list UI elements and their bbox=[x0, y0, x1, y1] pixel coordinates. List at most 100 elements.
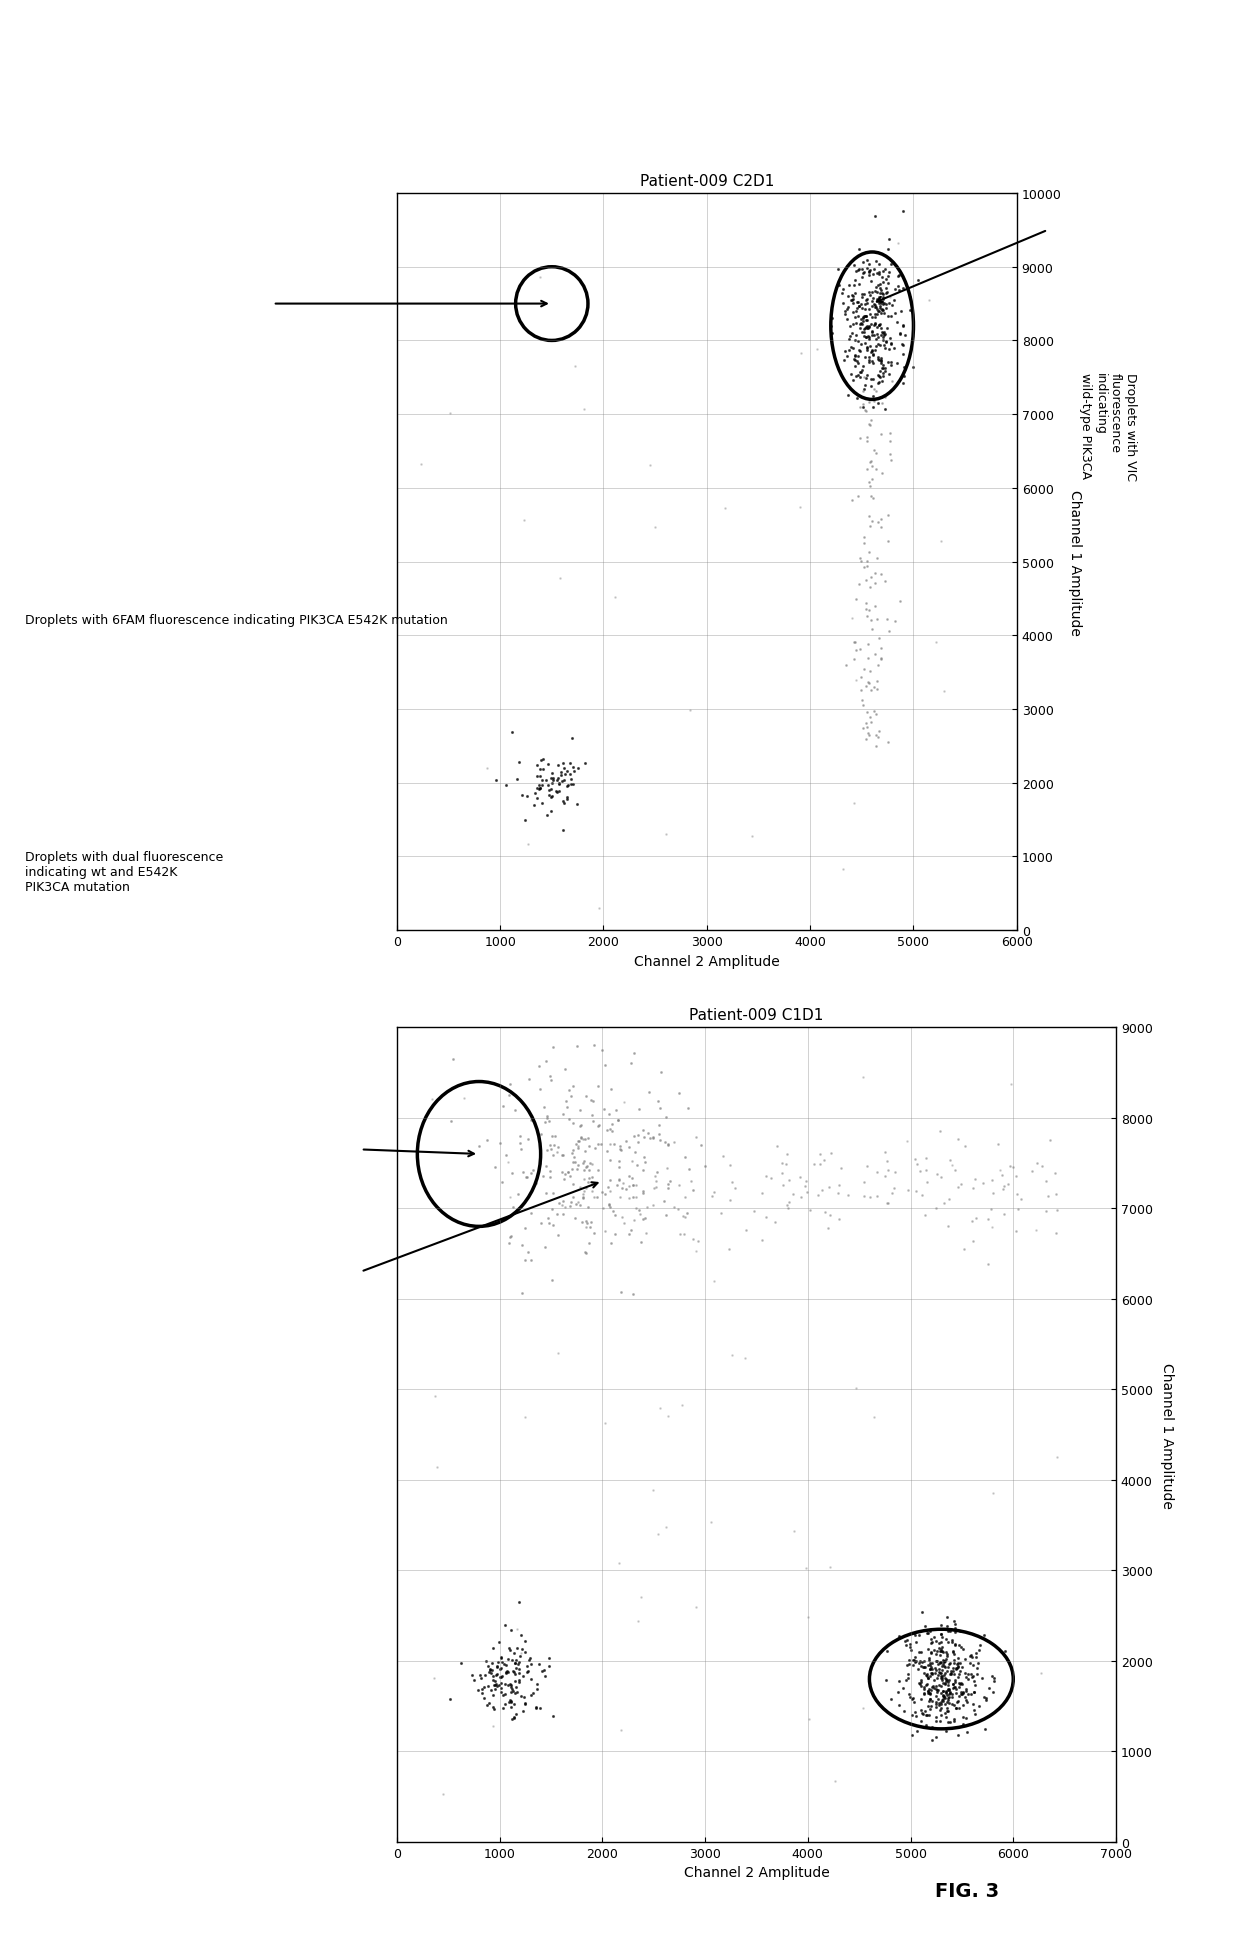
Point bbox=[599, 1099, 619, 1130]
Point bbox=[955, 1681, 975, 1712]
Point bbox=[863, 483, 883, 514]
Point bbox=[573, 1179, 593, 1210]
Point bbox=[966, 1640, 986, 1671]
Point bbox=[931, 1658, 951, 1689]
Point bbox=[512, 779, 532, 811]
Point bbox=[885, 299, 905, 330]
Point bbox=[593, 1177, 613, 1208]
Point bbox=[691, 1130, 711, 1161]
Point bbox=[553, 1099, 573, 1130]
Point bbox=[870, 270, 890, 301]
Point bbox=[820, 1551, 839, 1582]
Point bbox=[861, 706, 880, 737]
Point bbox=[505, 1648, 525, 1679]
Point bbox=[993, 1173, 1013, 1204]
Point bbox=[485, 1669, 505, 1701]
Point bbox=[983, 1177, 1003, 1208]
Point bbox=[491, 1642, 511, 1673]
Point bbox=[862, 481, 882, 512]
Point bbox=[983, 1677, 1003, 1708]
Point bbox=[861, 675, 880, 706]
Point bbox=[622, 1280, 642, 1311]
Point bbox=[568, 1132, 588, 1163]
Point bbox=[877, 1189, 897, 1220]
Point bbox=[930, 1701, 950, 1732]
Point bbox=[653, 1187, 673, 1218]
Point bbox=[916, 1662, 936, 1693]
Point bbox=[542, 768, 562, 799]
Point bbox=[844, 343, 864, 374]
Point bbox=[711, 1198, 730, 1229]
Point bbox=[851, 392, 870, 423]
Point bbox=[954, 1635, 973, 1666]
Point bbox=[577, 1082, 596, 1113]
Point bbox=[848, 291, 868, 322]
Point bbox=[870, 363, 890, 394]
Point bbox=[521, 1198, 541, 1229]
Point bbox=[951, 1669, 971, 1701]
Point bbox=[501, 1677, 521, 1708]
Point bbox=[1032, 1658, 1052, 1689]
Point bbox=[867, 1158, 887, 1189]
Point bbox=[859, 250, 879, 281]
Point bbox=[505, 1666, 525, 1697]
Point bbox=[888, 306, 908, 337]
Point bbox=[858, 343, 878, 374]
Point bbox=[955, 1130, 975, 1161]
Point bbox=[844, 345, 864, 376]
Point bbox=[849, 314, 869, 345]
Point bbox=[937, 1706, 957, 1737]
Point bbox=[983, 1478, 1003, 1509]
Point bbox=[916, 1699, 936, 1730]
Point bbox=[942, 1625, 962, 1656]
Point bbox=[599, 1189, 619, 1220]
Point bbox=[471, 1673, 491, 1704]
Text: Droplets with 6FAM fluorescence indicating PIK3CA E542K mutation: Droplets with 6FAM fluorescence indicati… bbox=[25, 615, 448, 626]
Point bbox=[574, 1163, 594, 1194]
Point bbox=[946, 1693, 966, 1724]
Point bbox=[1035, 1165, 1055, 1196]
Point bbox=[534, 1660, 554, 1691]
Point bbox=[853, 306, 873, 337]
Point bbox=[936, 1702, 956, 1733]
Point bbox=[572, 1121, 591, 1152]
Point bbox=[926, 1689, 946, 1720]
Point bbox=[683, 1175, 703, 1206]
Point bbox=[565, 1128, 585, 1160]
Point bbox=[501, 1671, 521, 1702]
Point bbox=[934, 1668, 954, 1699]
Point bbox=[875, 254, 895, 285]
Point bbox=[645, 1161, 665, 1192]
X-axis label: Channel 2 Amplitude: Channel 2 Amplitude bbox=[683, 1865, 830, 1879]
Point bbox=[965, 1699, 985, 1730]
Point bbox=[790, 1161, 810, 1192]
Point bbox=[527, 1668, 547, 1699]
Point bbox=[962, 1662, 982, 1693]
Point bbox=[554, 787, 574, 818]
Point bbox=[1007, 1161, 1027, 1192]
Point bbox=[494, 1648, 513, 1679]
Point bbox=[880, 1683, 900, 1714]
Point bbox=[502, 1192, 522, 1224]
Point bbox=[498, 1148, 518, 1179]
Point bbox=[873, 285, 893, 316]
Point bbox=[1033, 1152, 1053, 1183]
Point bbox=[894, 310, 914, 341]
Point bbox=[879, 324, 899, 355]
Point bbox=[838, 380, 858, 411]
Point bbox=[532, 787, 552, 818]
Point bbox=[542, 758, 562, 789]
Point bbox=[929, 1648, 949, 1679]
Point bbox=[863, 260, 883, 291]
Point bbox=[916, 1701, 936, 1732]
Point bbox=[869, 297, 889, 328]
Point bbox=[936, 1666, 956, 1697]
Point bbox=[854, 301, 874, 332]
Point bbox=[541, 1161, 560, 1192]
Point bbox=[632, 1115, 652, 1146]
Point bbox=[869, 291, 889, 322]
Point bbox=[858, 717, 878, 748]
Point bbox=[487, 1646, 507, 1677]
Point bbox=[611, 1276, 631, 1307]
Point bbox=[954, 1689, 973, 1720]
